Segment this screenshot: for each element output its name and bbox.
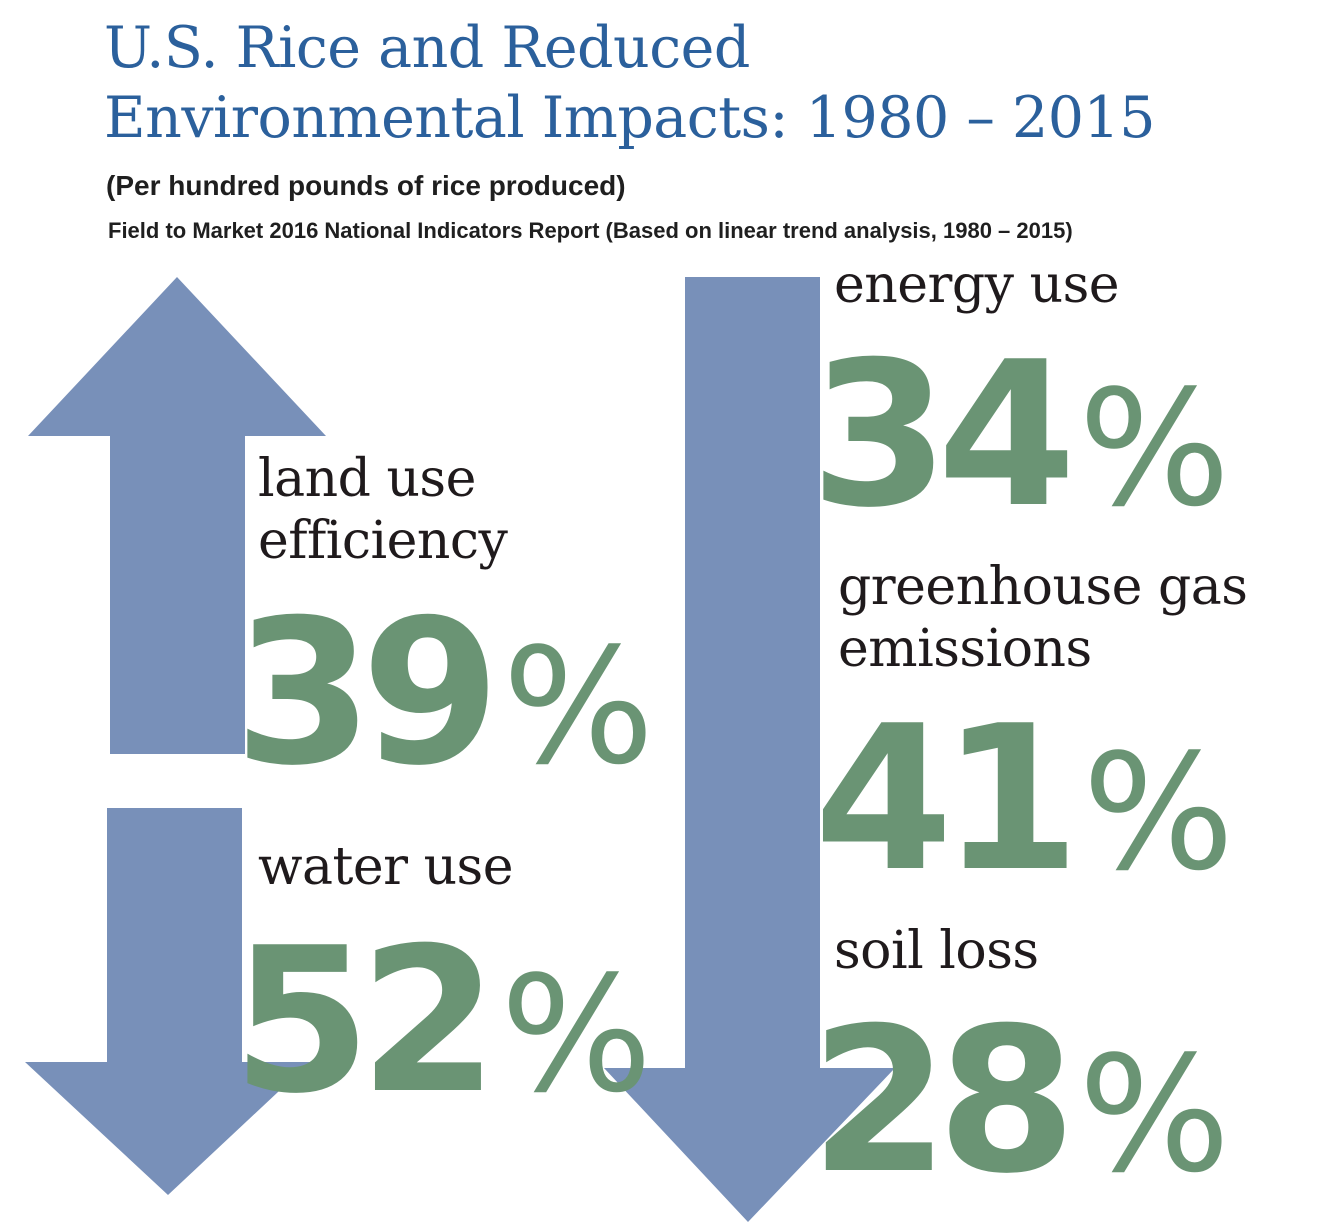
percent-sign: %: [502, 613, 655, 800]
subtitle: (Per hundred pounds of rice produced): [106, 170, 626, 201]
water-use-label-line1: water use: [258, 837, 514, 897]
percent-sign: %: [1078, 1021, 1231, 1208]
title-line-1: U.S. Rice and Reduced: [104, 15, 750, 81]
percent-sign: %: [1082, 719, 1235, 906]
land-use-label: land use efficiency: [258, 448, 508, 572]
soil-loss-label: soil loss: [834, 920, 1039, 982]
soil-loss-percent: 28%: [810, 984, 1230, 1220]
water-use-value: 52: [232, 905, 498, 1138]
ghg-value: 41: [814, 683, 1080, 916]
ghg-label: greenhouse gas emissions: [838, 556, 1248, 680]
energy-use-label-line1: energy use: [834, 255, 1120, 315]
percent-sign: %: [1078, 355, 1231, 542]
energy-use-value: 34: [810, 319, 1076, 552]
ghg-label-line2: emissions: [838, 619, 1092, 679]
energy-use-percent: 34%: [810, 318, 1230, 554]
ghg-label-line1: greenhouse gas: [838, 557, 1248, 617]
water-use-label: water use: [258, 836, 514, 898]
land-use-percent: 39%: [234, 576, 654, 812]
soil-loss-label-line1: soil loss: [834, 921, 1039, 981]
water-use-percent: 52%: [232, 904, 652, 1140]
soil-loss-value: 28: [810, 985, 1076, 1218]
up-arrow-icon: [28, 277, 326, 754]
land-use-value: 39: [234, 577, 500, 810]
percent-sign: %: [500, 941, 653, 1128]
energy-use-label: energy use: [834, 254, 1120, 316]
ghg-percent: 41%: [814, 682, 1234, 918]
title-line-2: Environmental Impacts: 1980 – 2015: [104, 85, 1156, 151]
source-note: Field to Market 2016 National Indicators…: [108, 218, 1073, 243]
land-use-label-line1: land use: [258, 449, 476, 509]
big-down-arrow-icon: [604, 277, 895, 1222]
land-use-label-line2: efficiency: [258, 511, 508, 571]
down-arrow-icon: [25, 808, 310, 1195]
